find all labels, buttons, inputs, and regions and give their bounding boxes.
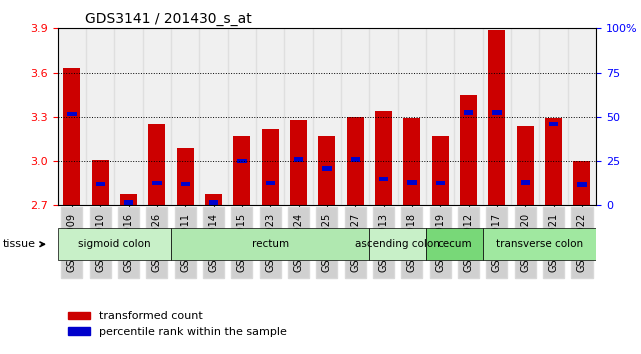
Bar [488, 30, 506, 205]
Bar [86, 28, 114, 205]
Bar [492, 110, 502, 115]
Bar [148, 124, 165, 205]
Bar [578, 182, 587, 187]
Text: transverse colon: transverse colon [496, 239, 583, 249]
Bar [403, 118, 420, 205]
Bar [483, 28, 511, 205]
Bar [209, 200, 218, 205]
Bar [285, 28, 313, 205]
Bar [199, 28, 228, 205]
Text: rectum: rectum [252, 239, 289, 249]
FancyBboxPatch shape [58, 228, 171, 260]
Bar [233, 136, 251, 205]
Bar [228, 28, 256, 205]
Bar [143, 28, 171, 205]
Bar [262, 129, 279, 205]
Bar [152, 181, 162, 185]
Bar [67, 112, 76, 116]
Bar [432, 136, 449, 205]
FancyBboxPatch shape [171, 228, 369, 260]
Bar [171, 28, 199, 205]
Bar [256, 28, 285, 205]
Bar [319, 136, 335, 205]
Bar [63, 68, 80, 205]
Bar [265, 181, 275, 185]
Bar [436, 181, 445, 185]
FancyBboxPatch shape [483, 228, 596, 260]
Bar [341, 28, 369, 205]
Bar [574, 161, 590, 205]
Bar [460, 95, 477, 205]
Bar [464, 110, 473, 115]
FancyBboxPatch shape [369, 228, 426, 260]
Text: GDS3141 / 201430_s_at: GDS3141 / 201430_s_at [85, 12, 251, 26]
FancyBboxPatch shape [426, 228, 483, 260]
Bar [124, 200, 133, 205]
Text: tissue: tissue [3, 239, 44, 249]
Text: ascending colon: ascending colon [355, 239, 440, 249]
Bar [351, 158, 360, 162]
Bar [520, 180, 530, 185]
Bar [313, 28, 341, 205]
Bar [237, 159, 247, 163]
Bar [181, 182, 190, 186]
Bar [290, 120, 307, 205]
Bar [58, 28, 86, 205]
Bar [322, 166, 331, 171]
Bar [369, 28, 398, 205]
Bar [454, 28, 483, 205]
Bar [398, 28, 426, 205]
Bar [294, 158, 303, 162]
Bar [540, 28, 568, 205]
Bar [96, 182, 105, 186]
Bar [511, 28, 540, 205]
Bar [379, 177, 388, 181]
Bar [205, 194, 222, 205]
Bar [114, 28, 143, 205]
Bar [347, 117, 363, 205]
Bar [92, 160, 109, 205]
Text: sigmoid colon: sigmoid colon [78, 239, 151, 249]
Legend: transformed count, percentile rank within the sample: transformed count, percentile rank withi… [63, 307, 291, 341]
Bar [177, 148, 194, 205]
Bar [120, 194, 137, 205]
Text: cecum: cecum [437, 239, 472, 249]
Bar [517, 126, 534, 205]
Bar [407, 180, 417, 185]
Bar [549, 122, 558, 126]
Bar [426, 28, 454, 205]
Bar [545, 118, 562, 205]
Bar [375, 111, 392, 205]
Bar [568, 28, 596, 205]
